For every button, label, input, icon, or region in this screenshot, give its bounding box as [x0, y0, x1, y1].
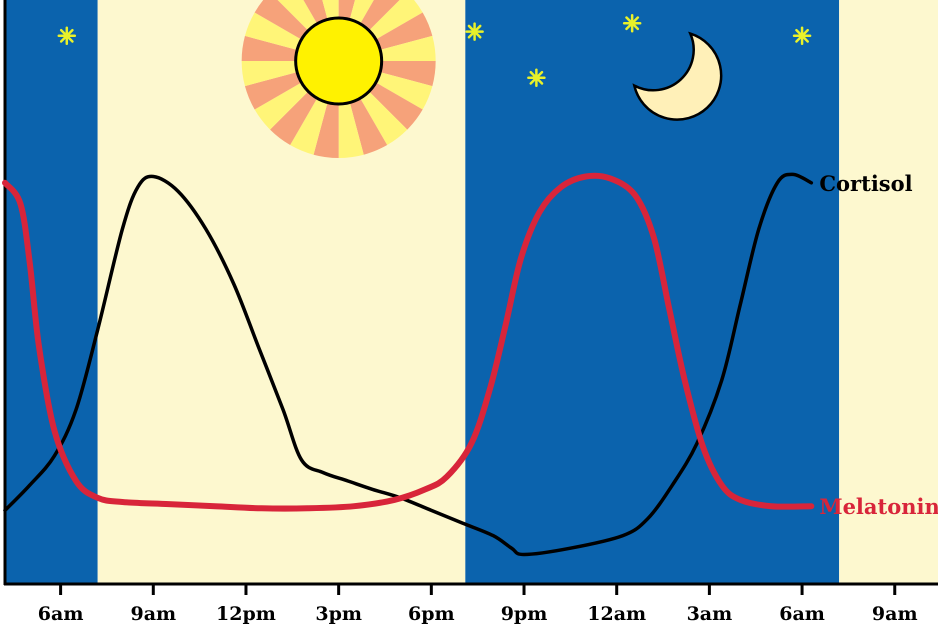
series-labels: Cortisol Melatonin [819, 171, 938, 519]
star-ray [529, 70, 544, 85]
moon-crescent [632, 31, 723, 121]
axes [3, 0, 938, 586]
star-icon [792, 26, 812, 46]
x-tick-label: 9pm [501, 603, 548, 625]
star-ray [795, 28, 809, 43]
x-tick-label: 9am [872, 603, 918, 625]
star-icon [527, 68, 546, 88]
sun-icon [241, 0, 436, 158]
moon-icon [632, 31, 723, 121]
series-lines [2, 172, 815, 557]
x-tick-label: 6am [38, 603, 84, 625]
x-tick-label: 6am [779, 603, 825, 625]
day-band [839, 0, 938, 583]
x-tick-label: 12pm [216, 603, 276, 625]
sky-decorations [57, 0, 812, 158]
cortisol-label: Cortisol [819, 171, 912, 196]
day-night-bands [5, 0, 938, 583]
star-ray [59, 28, 74, 43]
sun-ray [338, 0, 374, 61]
x-tick-label: 3am [687, 603, 733, 625]
night-band [465, 0, 840, 583]
star-icon [622, 13, 642, 33]
star-icon [57, 26, 77, 46]
x-tick-label: 6pm [408, 603, 455, 625]
star-ray [625, 16, 640, 31]
x-axis-ticks: 6am 9am 12pm 3pm 6pm 9pm 12am 3am 6am 9am [38, 583, 918, 625]
x-tick-label: 3pm [315, 603, 362, 625]
star-ray [467, 24, 482, 39]
melatonin-label: Melatonin [819, 494, 938, 519]
sun-disc [294, 16, 384, 106]
sun-ray [338, 0, 356, 61]
star-icon [465, 22, 484, 41]
x-tick-label: 9am [130, 603, 176, 625]
cortisol-line [3, 172, 814, 557]
melatonin-line [2, 172, 815, 512]
x-tick-label: 12am [587, 603, 646, 625]
sun-ray [338, 0, 400, 61]
